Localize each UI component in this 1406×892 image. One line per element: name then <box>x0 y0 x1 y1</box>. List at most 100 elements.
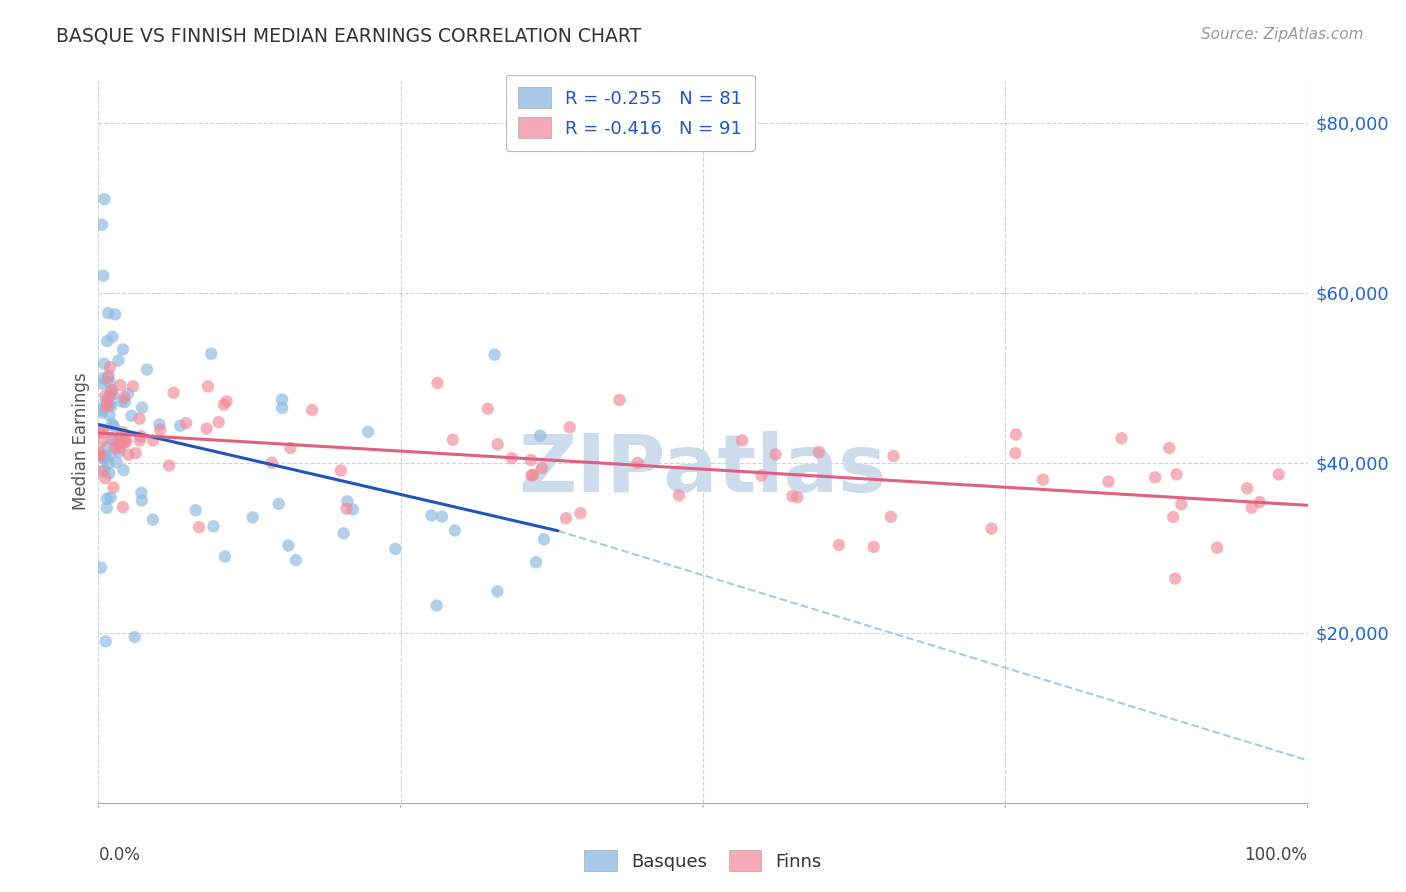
Point <box>668 488 690 502</box>
Point <box>91 371 114 385</box>
Point <box>90 435 112 450</box>
Point <box>91 218 114 232</box>
Point <box>110 378 132 392</box>
Point <box>98 467 121 481</box>
Point <box>100 388 122 402</box>
Point <box>101 417 124 431</box>
Point <box>101 329 124 343</box>
Point <box>131 493 153 508</box>
Point <box>149 423 172 437</box>
Point <box>1164 572 1187 586</box>
Point <box>267 497 290 511</box>
Point <box>103 419 125 434</box>
Point <box>142 434 165 448</box>
Point <box>1170 497 1192 511</box>
Point <box>98 375 121 389</box>
Point <box>91 377 114 392</box>
Point <box>108 441 131 455</box>
Point <box>212 398 235 412</box>
Point <box>96 334 118 348</box>
Point <box>107 438 129 452</box>
Point <box>530 461 553 475</box>
Point <box>1159 441 1181 455</box>
Point <box>184 503 207 517</box>
Point <box>202 519 225 533</box>
Point <box>89 402 111 417</box>
Point <box>214 549 236 564</box>
Point <box>520 468 543 483</box>
Point <box>329 464 352 478</box>
Point <box>96 398 118 412</box>
Point <box>90 560 112 574</box>
Point <box>89 425 111 439</box>
Point <box>357 425 380 439</box>
Point <box>91 464 114 478</box>
Point <box>980 522 1002 536</box>
Point <box>200 346 222 360</box>
Point <box>94 471 117 485</box>
Point <box>336 494 359 508</box>
Point <box>104 307 127 321</box>
Point <box>128 411 150 425</box>
Point <box>96 500 118 515</box>
Point <box>520 453 543 467</box>
Point <box>148 417 170 432</box>
Point <box>94 389 117 403</box>
Point <box>96 440 118 454</box>
Point <box>117 448 139 462</box>
Point <box>111 343 134 357</box>
Point <box>91 268 114 283</box>
Point <box>384 541 406 556</box>
Point <box>120 409 142 423</box>
Point <box>1240 500 1263 515</box>
Point <box>105 455 128 469</box>
Point <box>1097 475 1119 489</box>
Point <box>111 500 134 515</box>
Point <box>782 489 804 503</box>
Point <box>96 450 118 465</box>
Point <box>98 360 121 375</box>
Point <box>335 501 357 516</box>
Point <box>426 376 449 390</box>
Point <box>555 511 578 525</box>
Point <box>786 490 808 504</box>
Point <box>1236 481 1258 495</box>
Point <box>136 362 159 376</box>
Point <box>280 441 302 455</box>
Point <box>426 599 449 613</box>
Point <box>1166 467 1188 482</box>
Point <box>242 510 264 524</box>
Point <box>208 415 231 429</box>
Text: 100.0%: 100.0% <box>1244 847 1308 864</box>
Point <box>301 403 323 417</box>
Point <box>93 192 115 206</box>
Point <box>862 540 884 554</box>
Point <box>271 392 294 407</box>
Point <box>558 420 581 434</box>
Point <box>100 491 122 505</box>
Point <box>1161 510 1184 524</box>
Point <box>131 485 153 500</box>
Point <box>94 634 117 648</box>
Point <box>430 509 453 524</box>
Legend: R = -0.255   N = 81, R = -0.416   N = 91: R = -0.255 N = 81, R = -0.416 N = 91 <box>506 75 755 151</box>
Point <box>444 524 467 538</box>
Point <box>96 491 118 506</box>
Point <box>89 446 111 460</box>
Point <box>807 445 830 459</box>
Point <box>91 451 114 466</box>
Point <box>195 422 218 436</box>
Point <box>174 416 197 430</box>
Point <box>1249 495 1271 509</box>
Point <box>197 379 219 393</box>
Point <box>277 539 299 553</box>
Point <box>169 418 191 433</box>
Text: ZIPatlas: ZIPatlas <box>519 432 887 509</box>
Point <box>1206 541 1229 555</box>
Point <box>484 348 506 362</box>
Point <box>828 538 851 552</box>
Point <box>332 526 354 541</box>
Legend: Basques, Finns: Basques, Finns <box>576 843 830 879</box>
Point <box>112 436 135 450</box>
Point <box>89 448 111 462</box>
